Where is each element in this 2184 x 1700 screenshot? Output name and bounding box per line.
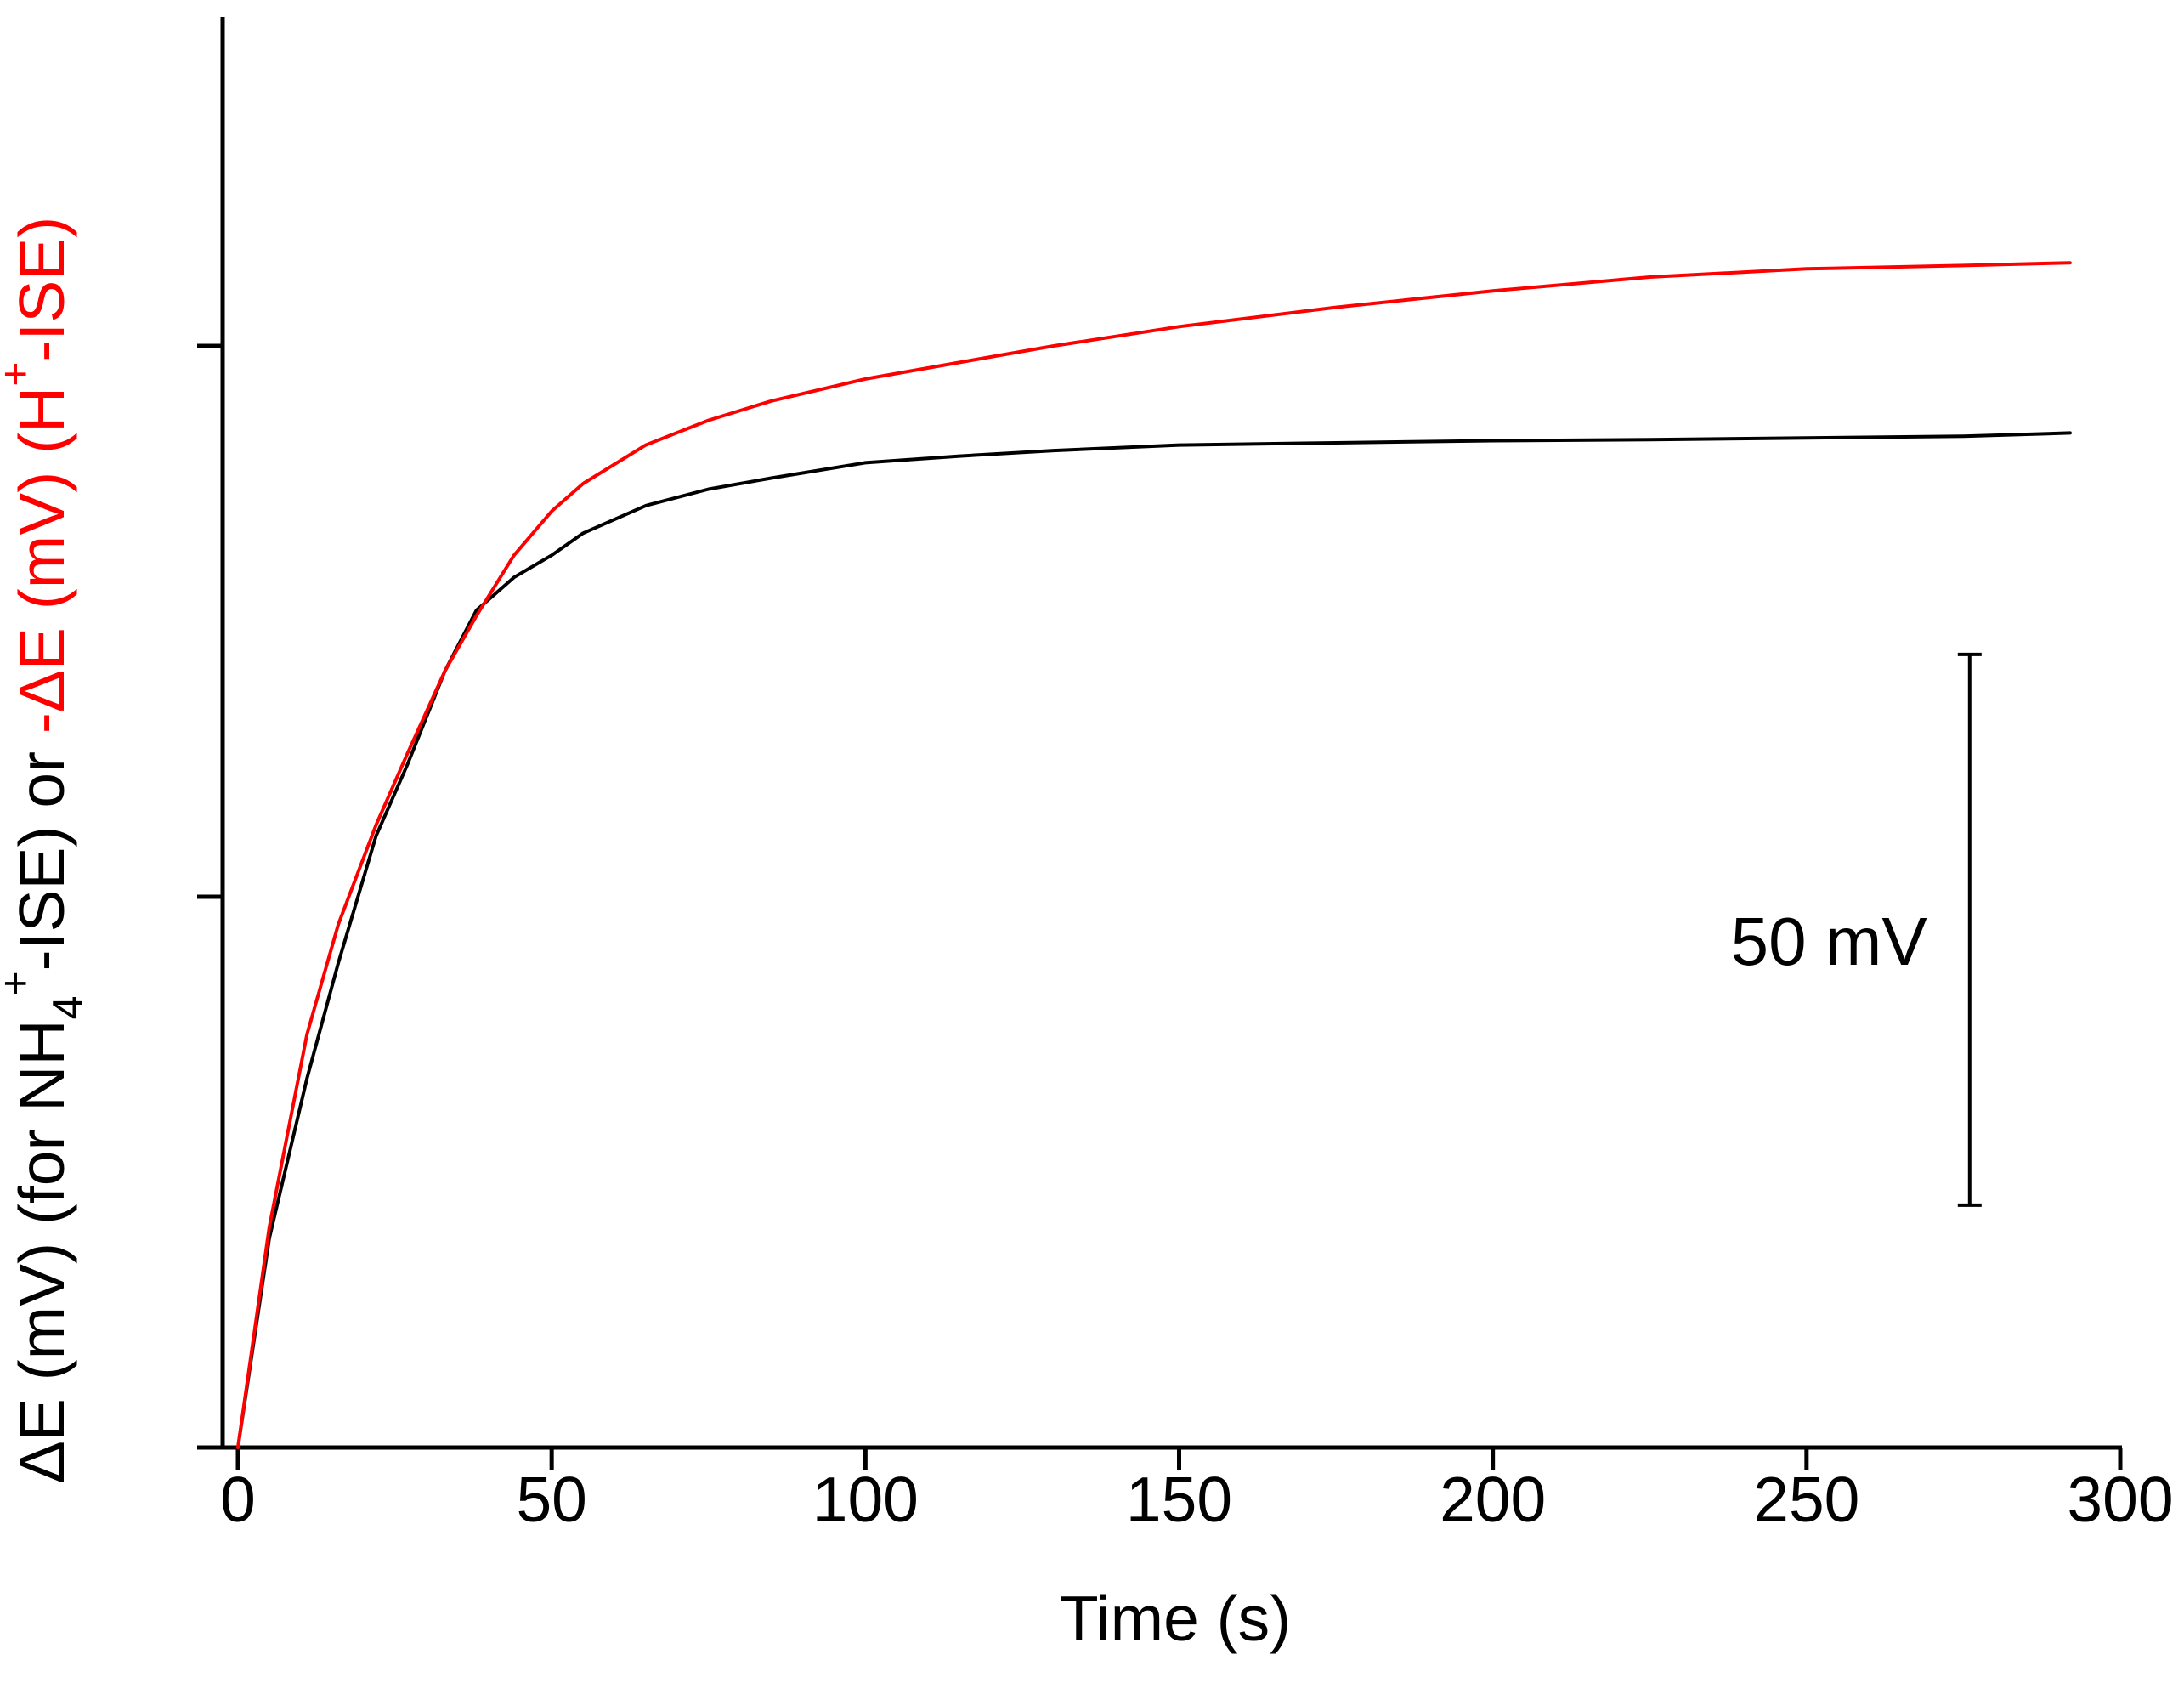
- series-line: [236, 431, 2072, 1449]
- y-axis-title-red: -ΔE (mV) (H: [6, 387, 77, 734]
- x-tick-label: 250: [1753, 1464, 1859, 1535]
- y-axis-title-subscript: 4: [44, 996, 92, 1020]
- y-axis-title-black-tail: -ISE) or: [6, 734, 77, 971]
- series-layer: [236, 261, 2072, 1449]
- axes: [197, 17, 2122, 1450]
- y-axis-title-red-superscript: +: [0, 362, 39, 387]
- x-tick-label: 50: [516, 1464, 586, 1535]
- scale-bar: 50 mV: [1731, 652, 1982, 1207]
- x-ticks: 0 50 100 150 200 250 300: [220, 1448, 2174, 1535]
- y-axis-title-red-tail: -ISE): [6, 217, 77, 362]
- x-tick-label: 100: [812, 1464, 919, 1535]
- scale-bar-label: 50 mV: [1731, 904, 1928, 979]
- y-axis-title: ΔE (mV) (for NH4+-ISE) or -ΔE (mV) (H+-I…: [0, 217, 92, 1484]
- series-line: [236, 261, 2072, 1449]
- x-tick-label: 150: [1126, 1464, 1232, 1535]
- x-tick-label: 200: [1440, 1464, 1546, 1535]
- y-axis-title-black: ΔE (mV) (for NH: [6, 1019, 77, 1483]
- y-axis-title-superscript: +: [0, 971, 39, 995]
- x-tick-label: 0: [220, 1464, 256, 1535]
- x-tick-label: 300: [2067, 1464, 2173, 1535]
- y-ticks: [197, 343, 223, 1450]
- x-axis-title: Time (s): [1060, 1583, 1291, 1654]
